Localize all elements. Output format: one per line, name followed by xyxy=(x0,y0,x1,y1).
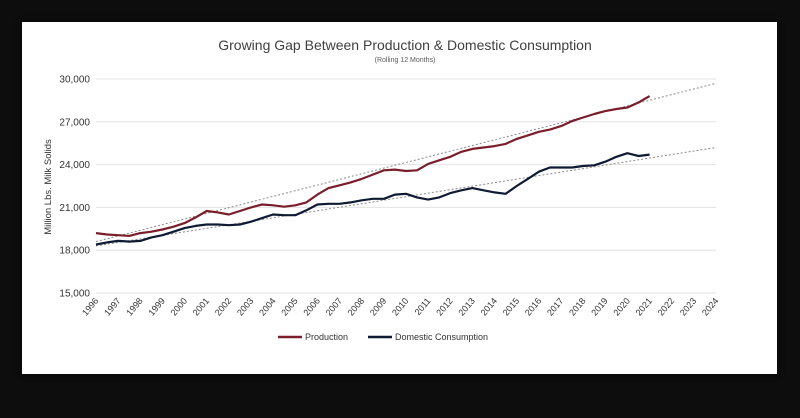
legend: Production Domestic Consumption xyxy=(278,332,488,342)
x-tick-label: 2020 xyxy=(611,296,632,318)
x-tick-label: 2005 xyxy=(279,296,300,318)
chart-subtitle: (Rolling 12 Months) xyxy=(375,57,436,64)
y-axis-ticks: 15,000 18,000 21,000 24,000 27,000 30,000 xyxy=(59,75,90,300)
x-tick-label: 2015 xyxy=(501,296,522,318)
x-tick-label: 2016 xyxy=(523,296,544,318)
chart-title: Growing Gap Between Production & Domesti… xyxy=(218,37,592,53)
x-tick-label: 1998 xyxy=(124,296,145,318)
x-tick-label: 2013 xyxy=(456,296,477,318)
x-tick-label: 2006 xyxy=(301,296,322,318)
x-tick-label: 2019 xyxy=(589,296,610,318)
x-tick-label: 1999 xyxy=(146,296,167,318)
x-tick-label: 2004 xyxy=(257,296,278,318)
trendline-consumption xyxy=(95,147,717,247)
x-tick-label: 2000 xyxy=(169,296,190,318)
x-tick-label: 2012 xyxy=(434,296,455,318)
x-tick-label: 2011 xyxy=(413,296,433,317)
x-tick-label: 2022 xyxy=(656,296,677,318)
y-tick-label: 15,000 xyxy=(59,289,90,300)
x-tick-label: 2010 xyxy=(390,296,411,318)
x-axis-ticks: 1996 1997 1998 1999 2000 2001 2002 2003 2004 2005… xyxy=(80,296,721,318)
x-tick-label: 2018 xyxy=(567,296,588,318)
legend-label-production: Production xyxy=(305,332,348,342)
x-tick-label: 2003 xyxy=(235,296,256,318)
x-tick-label: 2014 xyxy=(479,296,500,318)
legend-label-consumption: Domestic Consumption xyxy=(395,332,488,342)
chart-card: Growing Gap Between Production & Domesti… xyxy=(22,22,777,374)
series-line-production xyxy=(95,95,651,237)
x-tick-label: 2024 xyxy=(700,296,721,318)
y-tick-label: 24,000 xyxy=(59,160,90,171)
series-line-domestic-consumption xyxy=(95,152,650,246)
gridlines xyxy=(96,78,716,294)
x-tick-label: 2021 xyxy=(634,296,655,318)
x-tick-label: 2001 xyxy=(191,296,212,318)
x-tick-label: 2017 xyxy=(545,296,566,318)
y-tick-label: 18,000 xyxy=(59,246,90,257)
x-tick-label: 2008 xyxy=(346,296,367,318)
x-tick-label: 2002 xyxy=(213,296,234,318)
x-tick-label: 1997 xyxy=(102,296,123,318)
series-lines xyxy=(95,82,717,247)
y-tick-label: 30,000 xyxy=(59,75,90,86)
x-tick-label: 2009 xyxy=(368,296,389,318)
y-tick-label: 21,000 xyxy=(59,203,90,214)
x-tick-label: 2023 xyxy=(678,296,699,318)
y-tick-label: 27,000 xyxy=(59,117,90,128)
y-axis-label: Million Lbs. Milk Solids xyxy=(43,139,54,235)
x-tick-label: 2007 xyxy=(324,296,345,318)
line-chart: Growing Gap Between Production & Domesti… xyxy=(43,37,721,342)
